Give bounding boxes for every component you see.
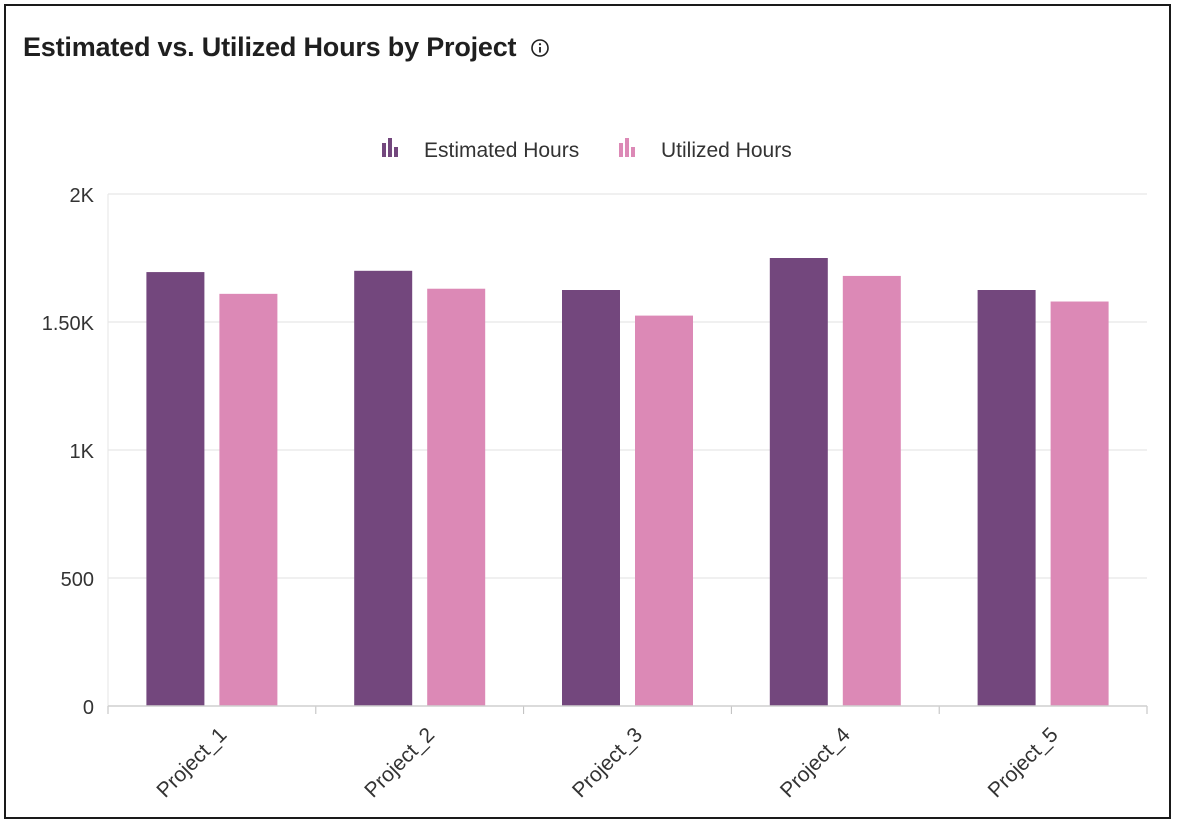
legend-swatch-bar	[631, 147, 635, 157]
x-tick-label: Project_5	[984, 723, 1063, 802]
legend-swatch-bar	[625, 138, 629, 157]
bar-estimated-hours	[146, 272, 205, 706]
y-tick-label: 1.50K	[42, 313, 95, 335]
legend-swatch-bar	[382, 143, 386, 157]
info-circle-icon[interactable]	[530, 38, 550, 58]
legend-label: Utilized Hours	[661, 139, 792, 162]
y-tick-label: 1K	[70, 441, 95, 463]
bar-utilized-hours	[219, 293, 278, 706]
y-tick-label: 0	[83, 697, 94, 719]
x-tick-label: Project_1	[152, 723, 231, 802]
legend-swatch-bar	[388, 138, 392, 157]
chart-header: Estimated vs. Utilized Hours by Project	[23, 32, 550, 63]
x-tick-label: Project_3	[568, 723, 647, 802]
legend-swatch-bar	[394, 147, 398, 157]
bar-chart: Estimated Hours Utilized Hours 0 500 1K 1.50K…	[42, 138, 1148, 802]
bar-utilized-hours	[635, 315, 693, 706]
bar-utilized-hours	[1050, 301, 1109, 706]
bar-estimated-hours	[354, 270, 413, 706]
bar-estimated-hours	[562, 290, 620, 706]
legend-swatch-bar	[619, 143, 623, 157]
x-tick-label: Project_4	[776, 723, 855, 802]
y-tick-label: 2K	[70, 185, 95, 207]
bar-estimated-hours	[769, 258, 828, 706]
bar-utilized-hours	[427, 288, 486, 706]
x-tick-label: Project_2	[360, 723, 439, 802]
legend-label: Estimated Hours	[424, 139, 579, 162]
bar-estimated-hours	[977, 290, 1036, 706]
y-tick-label: 500	[61, 569, 94, 591]
chart-card: Estimated vs. Utilized Hours by Project …	[4, 4, 1171, 819]
bar-utilized-hours	[842, 275, 901, 706]
chart-title: Estimated vs. Utilized Hours by Project	[23, 32, 517, 62]
